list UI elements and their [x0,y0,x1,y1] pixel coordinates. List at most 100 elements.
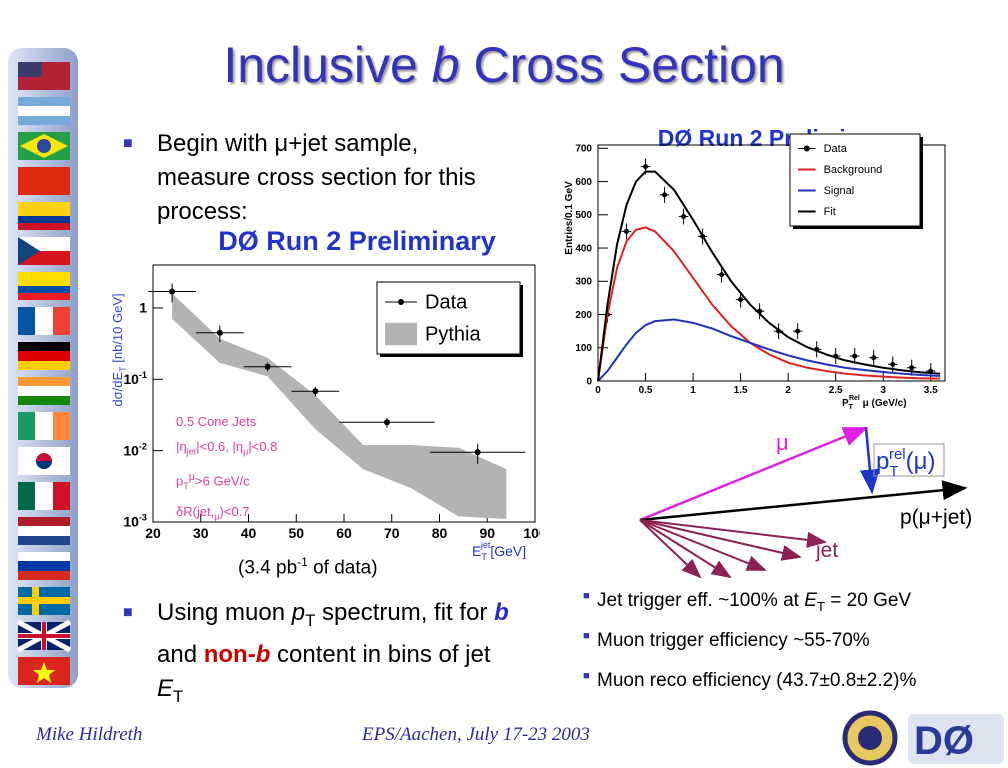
title-text: Cross Section [459,37,785,93]
label-part: rel [889,446,906,463]
bullet-text: Jet trigger eff. ~100% at [597,590,805,611]
x-tick-label: 0.5 [639,385,653,396]
flags [16,62,72,685]
data-point [795,328,801,334]
tick-text: 500 [575,210,592,221]
bullet: ■ Muon trigger efficiency ~55-70% [583,630,870,651]
tick-base: 10 [123,514,139,530]
x-tick-label: 80 [432,525,448,541]
data-point [169,288,176,295]
bullet-text: content in bins of jet [270,640,491,668]
note-text: (3.4 pb [238,557,298,579]
annotation-text: |<0.8 [248,439,278,454]
tick-base: 10 [123,442,139,458]
y-tick-label: 500 [575,210,592,221]
y-tick-label: 0 [586,376,592,387]
legend-label: Data [824,143,848,155]
data-point [909,365,915,371]
annotation-text: |η [176,439,187,454]
bullet-text: b [255,640,271,668]
slide-title: Inclusive b Cross Section [0,36,1008,94]
bullet-text: non- [203,640,256,668]
muon-label: μ [776,430,789,455]
x-tick-label: 90 [479,525,495,541]
annotation-text: )<0.7 [219,503,250,519]
vector-diagram: μ pTrel(μ) p(μ+jet) jet [639,426,972,579]
y-tick-label: 1 [139,300,147,316]
flag-column [8,48,78,688]
svg-text:DØ: DØ [914,719,974,763]
annotation-text: μ [214,511,220,522]
data-point [312,388,319,395]
sum-label: p(μ+jet) [900,506,972,529]
tick-exponent: -1 [139,370,147,380]
footer-event: EPS/Aachen, July 17-23 2003 [362,724,590,745]
annotation: |ηjet|<0.6, |ημ|<0.8 [176,434,277,465]
tick-text: 700 [575,144,592,155]
tick-base: 10 [123,371,139,387]
bullet: ■ Jet trigger eff. ~100% at ET = 20 GeV [583,590,912,614]
legend-swatch [803,145,810,152]
x-axis-label: ETjet[GeV] [472,540,526,560]
bullet-text: T [305,610,316,630]
data-point [738,297,744,303]
data-point [681,213,687,219]
bullet-text: Using muon [157,599,292,626]
label-part: [GeV] [490,543,526,559]
footer-author: Mike Hildreth [36,724,143,745]
note-text: of data) [307,557,378,579]
tick-text: 200 [575,310,592,321]
tick-text: 100 [575,343,592,354]
data-point [624,228,630,234]
x-tick-label: 2.5 [829,385,843,396]
band [172,293,507,520]
data-point [474,449,481,456]
chart-title: DØ Run 2 Preliminary [218,230,496,256]
x-tick-label: 2 [785,385,791,396]
data-point [264,363,271,370]
tick-text: 300 [575,277,592,288]
data-point [643,164,649,170]
label-part: p [876,448,889,475]
label-part: T [481,552,487,560]
bullet-text: E [157,674,174,702]
x-tick-label: 1.5 [734,385,748,396]
x-axis-label: PT Rel μ (GeV/c) [842,395,907,411]
data-point [216,329,223,336]
y-tick-label: 10-3 [123,513,147,530]
y-tick-label: 10-2 [123,441,147,458]
bullet-text: T [173,686,184,706]
sum-vector [639,480,968,522]
annotations: 0.5 Cone Jets |ηjet|<0.6, |ημ|<0.8 pTμ>6… [176,409,277,529]
legend-swatch [385,322,417,346]
annotation-text: jet [186,446,197,457]
x-tick-label: 3.5 [924,385,938,396]
annotation-text: |<0.6, |η [196,439,244,454]
annotation-text: μ [188,470,196,483]
x-tick-label: 20 [145,525,161,541]
legend-swatch [398,299,404,305]
bullet: ■ Using muon pT spectrum, fit for b and n… [123,599,509,706]
y-tick-label: 300 [575,277,592,288]
y-axis-label: Entries/0.1 GeV [564,181,575,255]
tick-exponent: -3 [139,513,147,523]
tick-text: 400 [575,243,592,254]
y-tick-label: 200 [575,310,592,321]
ptrel-box [873,443,945,477]
data-point [719,272,725,278]
title-text: b [431,37,460,93]
data-point [871,355,877,361]
x-tick-label: 3 [880,385,886,396]
bullet-text: p [291,599,306,626]
bullet-text: Muon trigger efficiency ~55-70% [597,630,870,651]
annotation-text: p [176,472,184,488]
label-part: μ (GeV/c) [860,398,907,409]
annotation: pTμ>6 GeV/c [176,465,277,499]
label-part: [nb/10 GeV] [110,293,125,366]
jet-vectors [639,519,827,579]
legend-label: Background [824,164,883,176]
data-point [662,192,668,198]
y-axis-label: dσ/dET [nb/10 GeV] [110,293,128,406]
y-tick-label: 600 [575,177,592,188]
